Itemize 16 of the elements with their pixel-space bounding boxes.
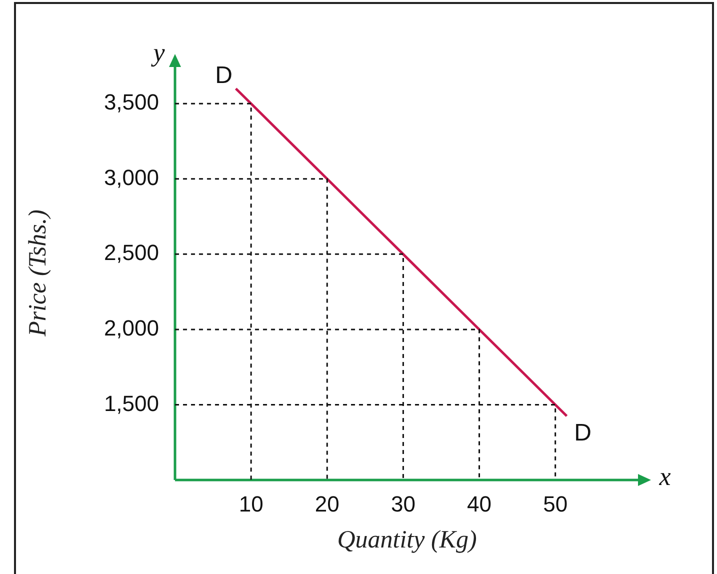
text: x	[658, 462, 672, 491]
text: y	[150, 38, 166, 67]
y-tick-label: 2,500	[104, 240, 159, 266]
y-tick-label: 2,000	[104, 316, 159, 341]
y-tick-label: 3,000	[104, 164, 159, 190]
x-tick-label: 40	[467, 491, 492, 516]
annotation: D	[574, 420, 592, 447]
x-tick-label: 10	[238, 491, 264, 516]
annotation: D	[215, 62, 233, 90]
x-tick-label: 50	[543, 491, 568, 516]
y-tick-label: 1,500	[104, 390, 159, 416]
x-tick-label: 20	[314, 491, 340, 516]
y-axis-title: Price (Tshs.)	[24, 210, 52, 338]
x-tick-label: 30	[390, 491, 416, 516]
y-tick-label: 3,500	[104, 90, 159, 115]
x-axis-title: Quantity (Kg)	[337, 526, 477, 554]
